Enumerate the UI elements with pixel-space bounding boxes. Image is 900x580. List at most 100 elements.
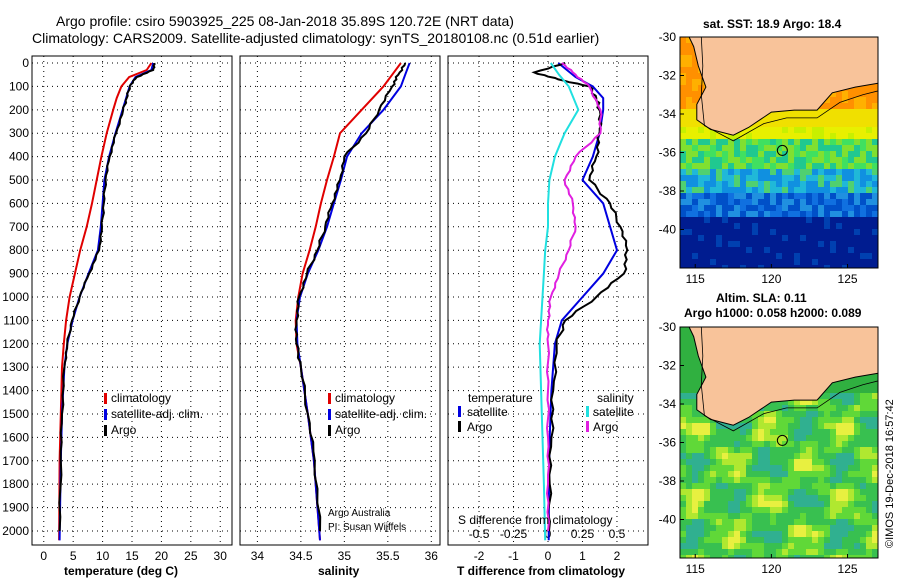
map-cell <box>680 417 686 423</box>
map-cell <box>722 543 728 549</box>
map-cell <box>746 537 752 543</box>
map-cell <box>698 247 704 253</box>
map-cell <box>854 211 860 217</box>
map-cell <box>680 435 686 441</box>
map-cell <box>734 235 740 241</box>
difference-panel: -2 -1 0 1 2-0.5 -0.25 0 0.25 0.5 <box>447 55 649 563</box>
map-cell <box>722 495 728 501</box>
map-cell <box>764 453 770 459</box>
map-cell <box>848 151 854 157</box>
map-cell <box>830 525 836 531</box>
map-cell <box>686 417 692 423</box>
temperature-legend: climatology satellite-adj. clim. Argo <box>104 391 203 437</box>
map-cell <box>830 259 836 265</box>
map-cell <box>788 525 794 531</box>
map-cell <box>842 459 848 465</box>
map-cell <box>812 537 818 543</box>
lat-tick-label: -36 <box>659 436 677 450</box>
map-cell <box>728 139 734 145</box>
map-cell <box>806 157 812 163</box>
map-cell <box>710 181 716 187</box>
map-cell <box>740 489 746 495</box>
map-cell <box>740 193 746 199</box>
map-cell <box>806 453 812 459</box>
map-cell <box>740 507 746 513</box>
map-cell <box>692 441 698 447</box>
map-cell <box>812 399 818 405</box>
map-cell <box>872 229 878 235</box>
map-cell <box>866 543 872 549</box>
map-cell <box>770 163 776 169</box>
map-cell <box>686 423 692 429</box>
map-cell <box>794 525 800 531</box>
map-cell <box>764 151 770 157</box>
map-cell <box>830 483 836 489</box>
map-cell <box>872 193 878 199</box>
map-cell <box>686 133 692 139</box>
map-cell <box>830 555 836 558</box>
map-cell <box>710 241 716 247</box>
map-cell <box>764 417 770 423</box>
map-cell <box>686 247 692 253</box>
map-cell <box>818 549 824 555</box>
map-cell <box>770 115 776 121</box>
map-cell <box>722 223 728 229</box>
map-cell <box>848 211 854 217</box>
map-cell <box>782 441 788 447</box>
map-cell <box>848 163 854 169</box>
map-cell <box>872 265 878 268</box>
map-cell <box>752 241 758 247</box>
map-cell <box>848 537 854 543</box>
map-cell <box>746 169 752 175</box>
map-cell <box>794 507 800 513</box>
map-cell <box>686 253 692 259</box>
map-cell <box>746 549 752 555</box>
map-cell <box>722 169 728 175</box>
map-cell <box>824 97 830 103</box>
map-cell <box>842 453 848 459</box>
map-cell <box>722 241 728 247</box>
map-cell <box>854 531 860 537</box>
map-cell <box>752 411 758 417</box>
map-cell <box>854 223 860 229</box>
map-cell <box>872 97 878 103</box>
x-tick-label: 2 <box>614 549 621 563</box>
map-cell <box>866 217 872 223</box>
map-cell <box>794 411 800 417</box>
map-cell <box>800 555 806 558</box>
map-cell <box>794 399 800 405</box>
map-cell <box>800 423 806 429</box>
map-cell <box>866 435 872 441</box>
map-cell <box>776 483 782 489</box>
map-cell <box>872 259 878 265</box>
map-cell <box>788 441 794 447</box>
map-cell <box>776 459 782 465</box>
map-cell <box>686 513 692 519</box>
map-cell <box>692 537 698 543</box>
map-cell <box>794 519 800 525</box>
map-cell <box>866 259 872 265</box>
map-cell <box>830 537 836 543</box>
map-cell <box>680 49 686 55</box>
map-cell <box>794 229 800 235</box>
map-cell <box>758 151 764 157</box>
map-cell <box>728 555 734 558</box>
map-cell <box>842 537 848 543</box>
map-cell <box>716 537 722 543</box>
argo-float-marker <box>776 434 788 446</box>
map-cell <box>836 555 842 558</box>
map-cell <box>686 49 692 55</box>
map-cell <box>842 103 848 109</box>
map-cell <box>752 151 758 157</box>
map-cell <box>758 253 764 259</box>
map-cell <box>722 447 728 453</box>
map-cell <box>860 229 866 235</box>
map-cell <box>818 519 824 525</box>
map-cell <box>746 187 752 193</box>
map-cell <box>728 447 734 453</box>
map-cell <box>854 423 860 429</box>
map-cell <box>686 169 692 175</box>
map-cell <box>812 235 818 241</box>
map-cell <box>770 501 776 507</box>
map-cell <box>842 381 848 387</box>
